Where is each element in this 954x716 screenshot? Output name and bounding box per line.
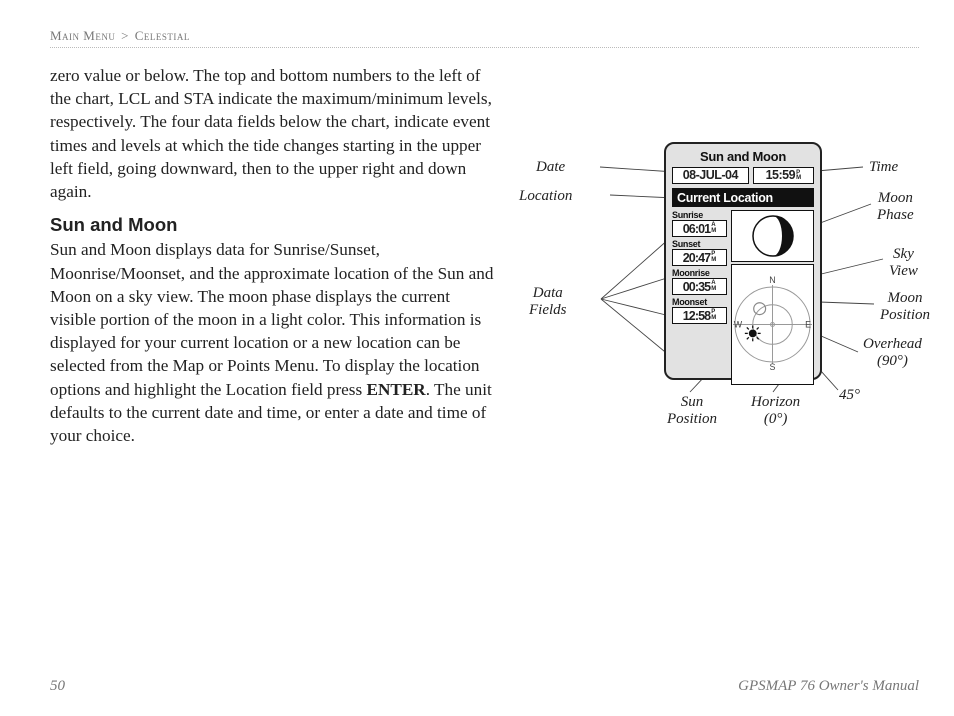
- paragraph-2: Sun and Moon displays data for Sunrise/S…: [50, 238, 500, 447]
- paragraph-2-enter: ENTER: [366, 380, 425, 399]
- gps-field-moonset-unit: PM: [711, 310, 716, 320]
- compass-w: W: [734, 319, 743, 329]
- text-column: zero value or below. The top and bottom …: [50, 64, 500, 451]
- sun-position-marker: [745, 325, 761, 341]
- gps-field-sunset-value: 20:47PM: [672, 249, 727, 266]
- gps-date-row: 08-JUL-04 15:59PM: [672, 167, 814, 184]
- manual-title: GPSMAP 76 Owner's Manual: [738, 678, 919, 695]
- breadcrumb-main: Main Menu: [50, 28, 115, 43]
- gps-time-unit: PM: [796, 171, 801, 181]
- compass-n: N: [769, 275, 775, 285]
- gps-screen: Sun and Moon 08-JUL-04 15:59PM Current L…: [664, 142, 822, 380]
- gps-field-sunrise-value: 06:01AM: [672, 220, 727, 237]
- gps-field-moonset-val: 12:58: [683, 309, 710, 323]
- gps-field-moonrise-val: 00:35: [683, 280, 710, 294]
- breadcrumb-sub: Celestial: [135, 28, 190, 43]
- gps-time-value: 15:59: [766, 169, 795, 183]
- gps-field-sunrise-unit: AM: [711, 223, 716, 233]
- gps-lower: Sunrise 06:01AM Sunset 20:47PM Moonrise …: [672, 210, 814, 385]
- breadcrumb: Main Menu > Celestial: [50, 28, 919, 48]
- compass-e: E: [805, 319, 811, 329]
- gps-field-moonrise-unit: AM: [711, 281, 716, 291]
- body-row: zero value or below. The top and bottom …: [50, 64, 919, 451]
- gps-field-moonset: Moonset 12:58PM: [672, 297, 727, 324]
- gps-time-box: 15:59PM: [753, 167, 814, 184]
- gps-field-moonset-value: 12:58PM: [672, 307, 727, 324]
- moon-phase-icon: [751, 214, 795, 258]
- gps-field-sunrise-label: Sunrise: [672, 210, 727, 220]
- footer: 50 GPSMAP 76 Owner's Manual: [50, 678, 919, 695]
- page-number: 50: [50, 678, 65, 695]
- figure: Date Location Data Fields Time Moon Phas…: [545, 142, 945, 482]
- breadcrumb-separator: >: [119, 28, 131, 43]
- gps-field-moonrise-label: Moonrise: [672, 268, 727, 278]
- compass-s: S: [770, 362, 776, 372]
- gps-location: Current Location: [672, 188, 814, 207]
- gps-title: Sun and Moon: [672, 149, 814, 164]
- u: M: [711, 315, 716, 321]
- moon-position-marker: [754, 303, 766, 315]
- figure-column: Date Location Data Fields Time Moon Phas…: [500, 64, 919, 451]
- sky-view-icon: N S E W: [732, 265, 813, 384]
- gps-field-sunset-label: Sunset: [672, 239, 727, 249]
- gps-sky-view: N S E W: [731, 264, 814, 385]
- u: M: [711, 228, 716, 234]
- gps-field-sunset-unit: PM: [711, 252, 716, 262]
- gps-field-moonset-label: Moonset: [672, 297, 727, 307]
- paragraph-1: zero value or below. The top and bottom …: [50, 64, 500, 203]
- gps-field-moonrise-value: 00:35AM: [672, 278, 727, 295]
- heading-sun-and-moon: Sun and Moon: [50, 213, 500, 238]
- gps-date-box: 08-JUL-04: [672, 167, 749, 184]
- u: M: [711, 257, 716, 263]
- gps-field-sunrise: Sunrise 06:01AM: [672, 210, 727, 237]
- gps-field-sunset: Sunset 20:47PM: [672, 239, 727, 266]
- gps-moon-phase: [731, 210, 814, 262]
- gps-field-sunset-val: 20:47: [683, 251, 710, 265]
- gps-field-sunrise-val: 06:01: [683, 222, 710, 236]
- gps-right-col: N S E W: [731, 210, 814, 385]
- gps-field-moonrise: Moonrise 00:35AM: [672, 268, 727, 295]
- paragraph-2a: Sun and Moon displays data for Sunrise/S…: [50, 240, 493, 398]
- gps-data-fields: Sunrise 06:01AM Sunset 20:47PM Moonrise …: [672, 210, 727, 385]
- u: M: [711, 286, 716, 292]
- gps-time-unit-bot: M: [796, 175, 801, 181]
